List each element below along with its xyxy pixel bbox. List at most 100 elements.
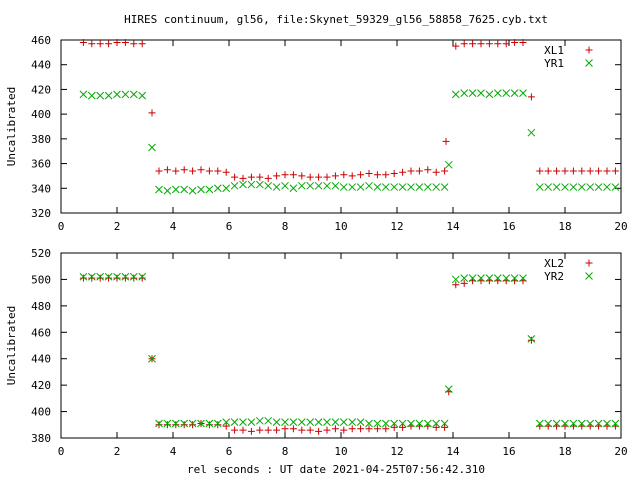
data-point-glyph xyxy=(104,272,113,281)
data-point xyxy=(544,167,552,175)
data-point xyxy=(264,426,272,434)
data-point-glyph xyxy=(415,183,424,191)
data-point-glyph xyxy=(485,40,493,48)
data-point xyxy=(222,184,231,193)
data-point-glyph xyxy=(519,274,527,282)
data-point xyxy=(441,423,449,431)
data-point-glyph xyxy=(87,91,96,100)
data-point-glyph xyxy=(213,184,222,193)
data-point xyxy=(197,185,205,194)
data-point xyxy=(444,160,453,169)
series-xl2 xyxy=(79,274,619,435)
data-point xyxy=(281,171,289,179)
data-point-glyph xyxy=(594,183,603,191)
data-point-glyph xyxy=(163,421,171,429)
data-point xyxy=(519,38,527,46)
data-point xyxy=(289,425,297,433)
data-point xyxy=(222,168,230,176)
data-point xyxy=(460,40,468,48)
data-point xyxy=(163,186,172,195)
data-point xyxy=(138,272,147,281)
data-point-glyph xyxy=(477,274,485,282)
data-point xyxy=(247,173,255,181)
data-point-glyph xyxy=(519,38,527,46)
data-point xyxy=(432,168,440,176)
data-point xyxy=(444,385,453,393)
x-tick-label: 18 xyxy=(558,220,571,233)
data-point xyxy=(477,89,485,97)
y-tick-label: 380 xyxy=(31,432,51,445)
data-point-glyph xyxy=(138,91,147,100)
data-point-glyph xyxy=(231,173,239,181)
data-point-glyph xyxy=(230,181,239,190)
chart-panel-2: 0 2 4 6 8 10 12 14 16 18 20 380 400 420 440 460 480 500 52… xyxy=(5,247,628,458)
data-point xyxy=(281,425,289,433)
data-point-glyph xyxy=(519,89,527,97)
data-point-glyph xyxy=(544,167,552,175)
data-point-glyph xyxy=(172,421,180,429)
data-point xyxy=(390,419,399,428)
data-point xyxy=(390,423,398,431)
x-tick-label: 2 xyxy=(114,445,121,458)
data-point-glyph xyxy=(256,173,264,181)
data-point-glyph xyxy=(469,40,477,48)
data-point-glyph xyxy=(493,89,502,97)
data-point-glyph xyxy=(79,272,88,281)
data-point xyxy=(381,419,390,428)
data-point-glyph xyxy=(415,167,423,175)
data-point xyxy=(205,419,214,428)
data-point-glyph xyxy=(398,183,407,191)
data-point-glyph xyxy=(440,183,449,191)
series-yr1 xyxy=(79,89,620,195)
y-tick-label: 420 xyxy=(31,379,51,392)
data-point-glyph xyxy=(535,419,544,428)
data-point xyxy=(398,183,407,191)
y-axis-label: Uncalibrated xyxy=(5,87,18,166)
data-point xyxy=(339,183,348,191)
data-point xyxy=(381,183,390,191)
data-point xyxy=(502,40,510,48)
data-point xyxy=(569,419,578,428)
data-point xyxy=(356,418,365,426)
data-point xyxy=(382,425,390,433)
data-point-glyph xyxy=(611,419,620,428)
data-point xyxy=(611,183,620,191)
data-point xyxy=(365,419,373,428)
data-point-glyph xyxy=(415,419,424,428)
data-point xyxy=(485,90,494,99)
data-point xyxy=(264,174,272,182)
legend-entry-xl1: XL1 xyxy=(544,44,564,57)
data-point xyxy=(273,172,281,180)
data-point-glyph xyxy=(281,418,289,426)
data-point xyxy=(306,418,315,426)
data-point-glyph xyxy=(113,272,121,281)
data-point-glyph xyxy=(79,38,87,46)
legend-marker-xl1-glyph xyxy=(585,46,593,54)
data-point-glyph xyxy=(289,184,298,193)
data-point xyxy=(553,167,561,175)
data-point-glyph xyxy=(365,425,373,433)
data-point xyxy=(452,42,460,50)
data-point-glyph xyxy=(536,167,544,175)
data-point-glyph xyxy=(365,181,373,190)
data-point xyxy=(189,167,197,175)
data-point-glyph xyxy=(527,335,536,343)
data-point-glyph xyxy=(138,274,146,282)
data-point xyxy=(264,181,273,190)
data-point xyxy=(477,40,485,48)
data-point-glyph xyxy=(289,418,298,426)
data-point-glyph xyxy=(527,128,536,137)
legend-marker-yr1 xyxy=(585,59,593,67)
data-point xyxy=(113,272,121,281)
data-point-glyph xyxy=(381,183,390,191)
y-tick-label: 400 xyxy=(31,108,51,121)
data-point xyxy=(407,183,415,191)
data-point xyxy=(239,418,247,426)
data-point xyxy=(578,167,586,175)
data-point xyxy=(129,272,138,281)
data-point xyxy=(527,93,535,101)
data-point xyxy=(148,109,156,117)
data-point-glyph xyxy=(264,181,273,190)
x-tick-label: 10 xyxy=(334,220,347,233)
